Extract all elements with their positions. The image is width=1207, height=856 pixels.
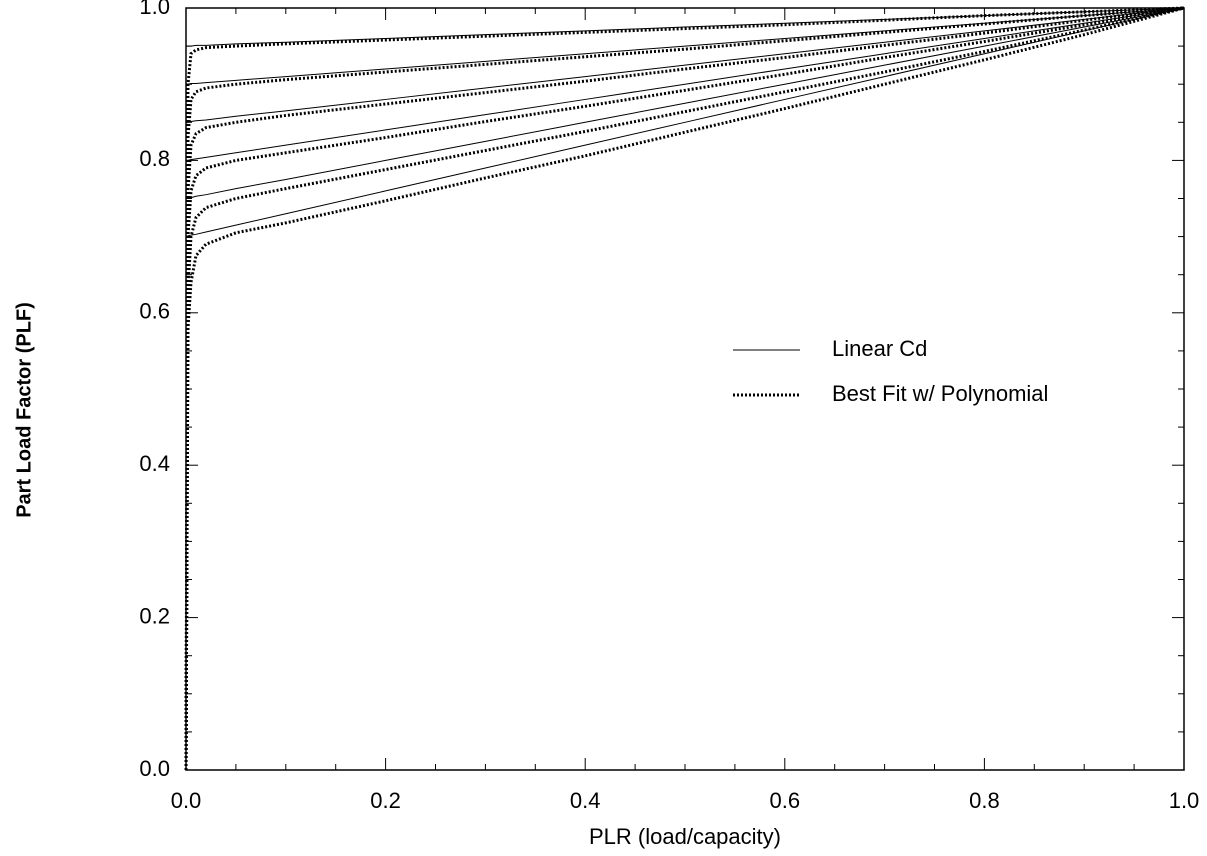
y-tick-label: 0.0 (139, 756, 170, 781)
y-tick-label: 0.8 (139, 146, 170, 171)
y-axis-label: Part Load Factor (PLF) (13, 302, 35, 518)
x-axis-label: PLR (load/capacity) (589, 824, 781, 849)
data-line (184, 6, 1185, 771)
legend-label: Linear Cd (832, 336, 927, 361)
x-tick-label: 0.8 (969, 788, 1000, 813)
data-line (184, 6, 1185, 771)
data-line (186, 7, 1185, 161)
data-line (184, 6, 1185, 771)
x-tick-label: 0.4 (570, 788, 601, 813)
data-line (186, 7, 1185, 47)
data-line (185, 7, 1185, 199)
data-line (186, 7, 1185, 123)
y-tick-label: 0.6 (139, 299, 170, 324)
legend-label: Best Fit w/ Polynomial (832, 381, 1048, 406)
x-tick-label: 0.6 (770, 788, 801, 813)
data-line (184, 6, 1185, 771)
y-tick-label: 0.2 (139, 603, 170, 628)
y-tick-label: 1.0 (139, 0, 170, 19)
data-line (185, 7, 1185, 238)
data-line (184, 6, 1185, 771)
x-tick-label: 0.0 (171, 788, 202, 813)
x-tick-label: 1.0 (1169, 788, 1200, 813)
x-tick-label: 0.2 (370, 788, 401, 813)
y-tick-label: 0.4 (139, 451, 170, 476)
